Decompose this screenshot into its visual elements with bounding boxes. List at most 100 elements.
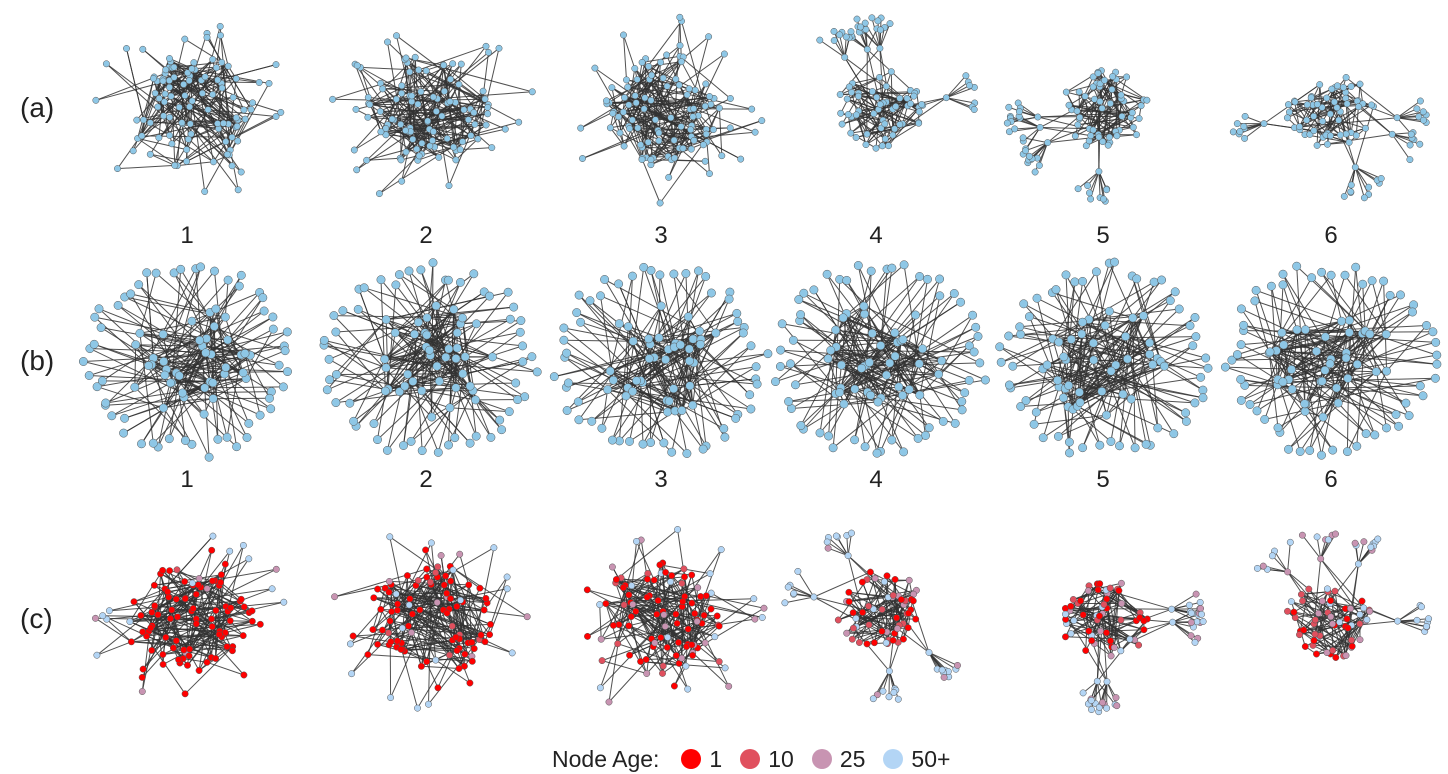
network-node: [353, 62, 361, 69]
network-node: [450, 433, 460, 443]
network-node: [171, 161, 179, 169]
network-node: [248, 607, 256, 615]
network-node: [1117, 616, 1125, 624]
network-node: [873, 93, 881, 101]
network-node: [175, 656, 183, 664]
network-node: [667, 578, 674, 586]
network-node: [151, 602, 159, 610]
network-node: [882, 82, 890, 90]
network-node: [646, 438, 656, 447]
network-node: [934, 369, 944, 379]
network-node: [1191, 332, 1201, 342]
network-node: [843, 629, 851, 637]
network-node: [1074, 185, 1082, 193]
network-node: [168, 606, 176, 614]
network-node: [438, 112, 446, 120]
network-node: [866, 390, 876, 400]
network-node: [640, 105, 648, 113]
network-node: [702, 592, 710, 600]
network-node: [676, 42, 684, 49]
network-node: [406, 595, 414, 603]
network-node: [467, 132, 475, 140]
network-node: [1252, 406, 1262, 416]
network-node: [854, 92, 862, 100]
network-node: [452, 343, 462, 353]
network-node: [1305, 585, 1313, 593]
network-node: [1094, 586, 1102, 594]
network-node: [889, 591, 897, 599]
network-node: [501, 125, 509, 133]
network-node: [865, 621, 873, 629]
network-node: [78, 357, 88, 366]
network-node: [1187, 609, 1195, 617]
network-node: [465, 381, 475, 391]
network-node: [758, 117, 766, 125]
network-node: [1307, 94, 1315, 102]
network-node: [504, 407, 514, 417]
network-node: [898, 335, 908, 344]
network-node: [479, 87, 487, 95]
network-node: [395, 387, 405, 397]
network-node: [505, 314, 515, 324]
network-node: [432, 107, 440, 115]
network-node: [685, 356, 694, 366]
network-node: [962, 72, 970, 80]
network-node: [240, 106, 248, 114]
network-node: [1385, 290, 1395, 300]
network-node: [1333, 398, 1343, 408]
network-node: [461, 650, 469, 658]
network-node: [1253, 564, 1261, 572]
network-node: [1284, 607, 1291, 615]
network-node: [325, 375, 335, 385]
network-node: [236, 270, 246, 280]
network-node: [99, 612, 107, 620]
network-node: [471, 319, 481, 329]
network-node: [700, 611, 708, 619]
network-node: [699, 141, 707, 149]
network-node: [1343, 100, 1351, 108]
network-node: [889, 131, 897, 139]
network-node: [240, 349, 250, 358]
network-node: [1016, 402, 1026, 411]
network-node: [1300, 626, 1308, 634]
network-node: [1374, 535, 1382, 543]
network-node: [447, 577, 455, 585]
network-node: [1347, 188, 1355, 196]
network-node: [457, 596, 464, 604]
network-node: [823, 354, 833, 364]
network-node: [268, 324, 278, 334]
network-node: [1365, 329, 1375, 339]
network-node: [904, 624, 912, 632]
network-node: [413, 145, 421, 153]
network-node: [899, 635, 907, 643]
network-node: [423, 573, 431, 581]
network-node: [690, 136, 698, 144]
network-node: [457, 313, 467, 323]
network-node: [394, 600, 402, 608]
network-node: [133, 116, 141, 124]
network-node: [381, 315, 391, 325]
network-node: [278, 382, 288, 392]
network-node: [398, 89, 406, 97]
network-node: [1317, 450, 1326, 460]
network-node: [1022, 147, 1030, 155]
network-node: [549, 372, 559, 382]
network-node: [1340, 192, 1348, 200]
network-node: [905, 576, 913, 584]
network-node: [119, 428, 129, 438]
network-node: [1268, 552, 1276, 560]
network-node: [160, 112, 168, 120]
network-node: [92, 614, 99, 622]
network-node: [130, 598, 138, 606]
network-node: [1325, 359, 1335, 369]
network-node: [1232, 350, 1242, 360]
network-node: [1096, 580, 1104, 588]
network-node: [338, 306, 348, 316]
network-node: [904, 385, 914, 394]
network-node: [513, 395, 523, 405]
network-node: [731, 413, 741, 423]
network-node: [417, 386, 427, 396]
network-node: [850, 435, 860, 445]
network-node: [1008, 361, 1018, 371]
network-node: [678, 654, 686, 662]
